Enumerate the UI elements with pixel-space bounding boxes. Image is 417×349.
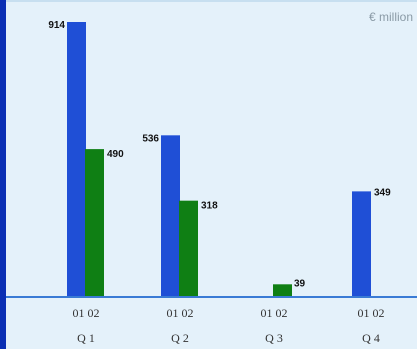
bar-q3-series-2	[273, 284, 292, 296]
x-tick-label-2: Q 2	[171, 331, 189, 345]
x-tick-label-3: Q 3	[265, 331, 283, 345]
bar-q1-series-2	[85, 149, 104, 296]
value-label-q1-series-2: 490	[107, 149, 124, 160]
value-label-q2-series-2: 318	[201, 201, 218, 212]
bar-q4-series-1	[352, 191, 371, 296]
x-tick-sublabel-2: 01 02	[167, 306, 194, 320]
x-tick-label-4: Q 4	[362, 331, 380, 345]
x-axis-line	[6, 296, 417, 298]
value-label-q3-series-2: 39	[294, 278, 306, 289]
x-tick-sublabel-3: 01 02	[261, 306, 288, 320]
value-label-q4-series-1: 349	[374, 187, 391, 198]
bar-q2-series-1	[161, 135, 180, 296]
top-border-line	[6, 0, 417, 2]
x-tick-label-1: Q 1	[77, 331, 95, 345]
bar-q1-series-1	[67, 22, 86, 296]
unit-label: € million	[368, 10, 413, 24]
bar-q2-series-2	[179, 200, 198, 296]
left-accent-bar	[0, 0, 6, 349]
value-label-q1-series-1: 914	[48, 20, 65, 31]
x-tick-sublabel-1: 01 02	[73, 306, 100, 320]
x-tick-sublabel-4: 01 02	[358, 306, 385, 320]
value-label-q2-series-1: 536	[142, 133, 159, 144]
